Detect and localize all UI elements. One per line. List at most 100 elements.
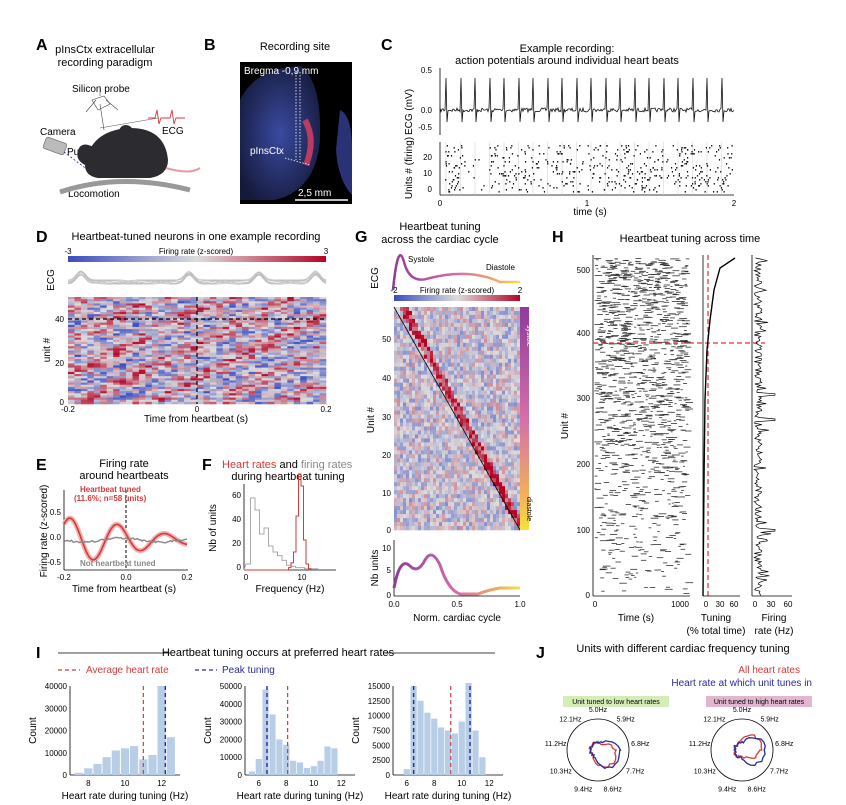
spike (592, 177, 594, 179)
heatmap-cell (511, 310, 515, 316)
heatmap-cell (445, 526, 449, 531)
not-tuned-label: Not heartbeat tuned (80, 559, 156, 568)
heatmap-cell (280, 389, 288, 392)
heatmap-cell (475, 310, 479, 316)
heatmap-cell (248, 299, 256, 302)
spike (562, 171, 564, 173)
heatmap-cell (235, 397, 243, 401)
spike (446, 145, 448, 147)
heatmap-cell (222, 374, 230, 377)
heatmap-cell (496, 462, 500, 467)
heatmap-cell (313, 384, 320, 388)
heatmap-cell (132, 303, 140, 306)
heatmap-cell (222, 326, 230, 330)
heatmap-cell (496, 414, 500, 419)
heatmap-cell (216, 399, 224, 403)
heatmap-cell (235, 297, 243, 300)
heatmap-cell (229, 303, 236, 306)
heatmap-cell (430, 426, 434, 431)
heatmap-cell (242, 348, 249, 351)
heatmap-cell (478, 494, 482, 499)
heatmap-cell (87, 350, 95, 353)
spike (723, 183, 725, 185)
heatmap-cell (493, 342, 497, 348)
heatmap-cell (68, 307, 75, 311)
heatmap-cell (400, 510, 404, 515)
spike (535, 163, 537, 165)
spike (628, 171, 630, 173)
heatmap-cell (508, 418, 512, 423)
spike (675, 181, 677, 183)
spike (503, 165, 505, 167)
heatmap-cell (229, 331, 236, 334)
heatmap-cell (306, 297, 314, 300)
heatmap-cell (436, 366, 440, 372)
heatmap-cell (74, 322, 82, 326)
heatmap-cell (454, 394, 458, 399)
heatmap-cell (412, 422, 416, 427)
heatmap-cell (397, 454, 401, 459)
heatmap-cell (451, 454, 455, 459)
heatmap-cell (505, 434, 509, 439)
heatmap-cell (502, 466, 506, 471)
heatmap-cell (74, 301, 82, 304)
heatmap-cell (463, 526, 467, 531)
heatmap-cell (145, 395, 153, 398)
heatmap-cell (463, 518, 467, 523)
heatmap-cell (460, 342, 464, 348)
heatmap-cell (158, 369, 166, 373)
heatmap-cell (280, 374, 288, 377)
heatmap-cell (445, 506, 449, 511)
heatmap-cell (487, 374, 491, 379)
spike (652, 167, 654, 169)
heatmap-cell (436, 518, 440, 523)
heatmap-cell (403, 414, 407, 419)
heatmap-cell (430, 526, 434, 531)
heatmap-cell (184, 367, 191, 371)
heatmap (394, 307, 521, 531)
heatmap-cell (511, 510, 515, 515)
heatmap-cell (457, 526, 461, 531)
heatmap-cell (216, 331, 224, 334)
heatmap-cell (508, 322, 512, 328)
heatmap-cell (418, 430, 422, 435)
heatmap-cell (400, 354, 404, 360)
heatmap-cell (151, 335, 159, 338)
tick-label: 30 (382, 413, 391, 422)
spike (624, 181, 627, 183)
spike (641, 187, 643, 189)
spike (502, 175, 504, 177)
heatmap-cell (472, 350, 476, 356)
heatmap-cell (151, 356, 159, 360)
heatmap-cell (409, 307, 413, 312)
camera-label: Camera (40, 127, 76, 138)
heatmap-cell (126, 344, 133, 347)
heatmap-cell (100, 350, 107, 353)
heatmap-cell (475, 442, 479, 447)
heatmap-cell (184, 389, 191, 392)
heatmap-cell (502, 462, 506, 467)
heatmap-cell (280, 339, 288, 343)
heatmap-cell (87, 318, 95, 321)
spike (707, 181, 709, 183)
heatmap-cell (496, 334, 500, 340)
heatmap-cell (460, 310, 464, 316)
heatmap-cell (293, 346, 301, 349)
heatmap-cell (430, 522, 434, 527)
heatmap-cell (171, 397, 178, 401)
heatmap-cell (177, 365, 185, 368)
heatmap-cell (394, 486, 398, 491)
heatmap-cell (313, 365, 320, 368)
heatmap-cell (460, 386, 464, 391)
heatmap-cell (171, 305, 178, 308)
heatmap-cell (209, 297, 217, 300)
heatmap-cell (113, 346, 120, 349)
heatmap-cell (469, 426, 473, 431)
heatmap-cell (400, 450, 404, 455)
spike (556, 151, 558, 153)
heatmap-cell (171, 326, 178, 330)
heatmap-cell (119, 329, 127, 332)
heatmap-cell (490, 307, 494, 312)
tick-label: 10 (423, 169, 432, 178)
heatmap-cell (457, 362, 461, 368)
